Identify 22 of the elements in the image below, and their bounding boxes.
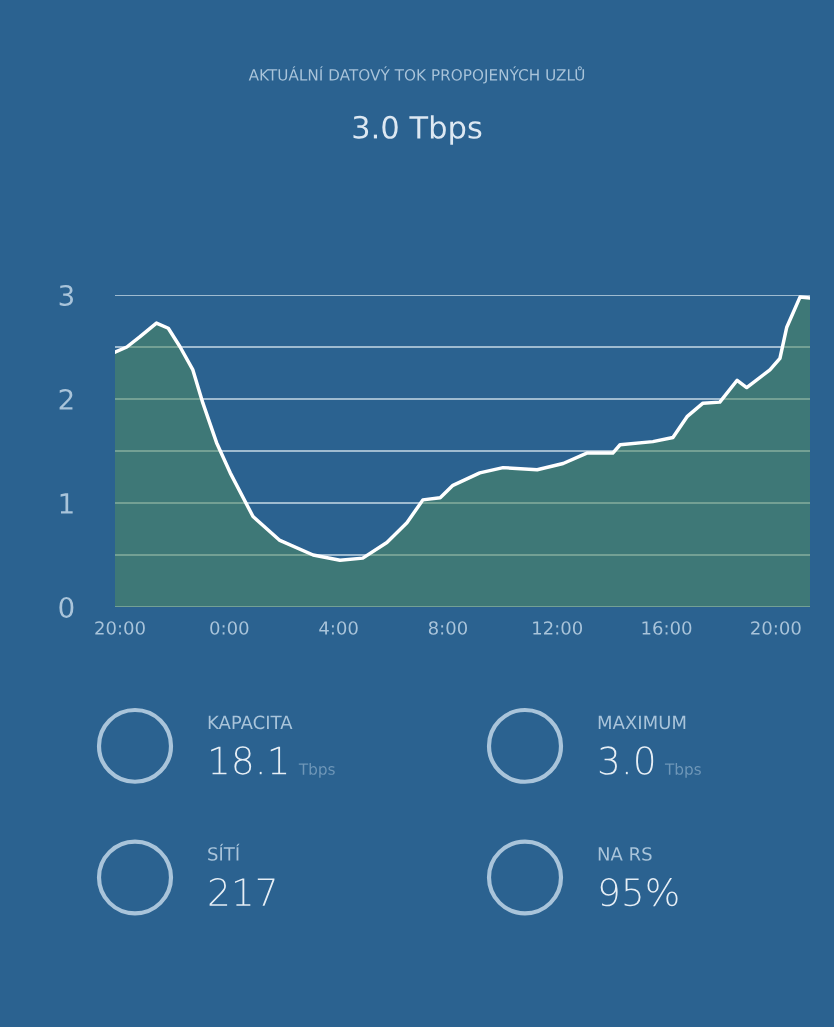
y-tick-label: 1 (60, 493, 73, 514)
text: MAXIMUM (598, 715, 686, 730)
y-tick-label: 3 (59, 284, 73, 306)
text: 18.1 (211, 746, 287, 775)
text: SÍTÍ (208, 843, 240, 861)
x-tick-label: 0:00 (210, 621, 249, 635)
x-tick-label: 20:00 (95, 621, 145, 635)
y-tick-label: 2 (59, 388, 73, 410)
chart-title: AKTUÁLNÍ DATOVÝ TOK PROPOJENÝCH UZLŮ (248, 66, 585, 84)
text: NA RS (598, 847, 652, 861)
x-tick-label: 16:00 (642, 621, 692, 635)
text: 217 (209, 877, 275, 906)
text: Tbps (298, 763, 335, 778)
y-tick-label: 0 (59, 596, 74, 618)
text: 95% (600, 877, 678, 907)
x-tick-label: 20:00 (751, 621, 801, 635)
x-tick-label: 4:00 (319, 621, 358, 635)
text: 3.0 Tbps (599, 746, 701, 778)
text: 3.0 Tbps (353, 115, 482, 145)
x-tick-label: 8:00 (428, 621, 467, 635)
x-tick-label: 12:00 (533, 621, 583, 635)
text: KAPACITA (208, 715, 293, 730)
